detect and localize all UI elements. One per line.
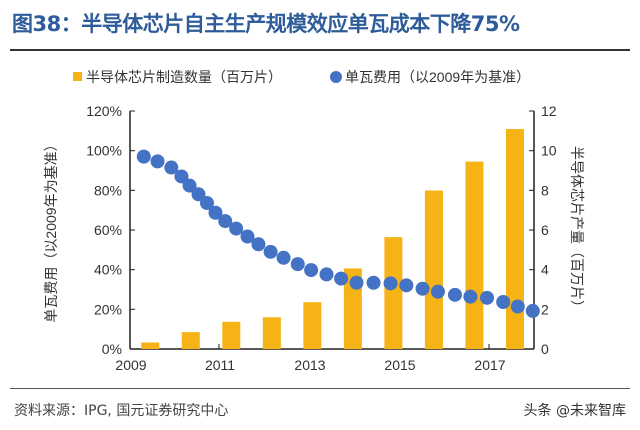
cost-point: [276, 250, 291, 265]
cost-point: [430, 284, 445, 299]
cost-point: [319, 267, 334, 282]
cost-point: [366, 275, 381, 290]
cost-point: [182, 178, 197, 193]
bar-2018: [505, 129, 524, 349]
cost-point: [199, 196, 214, 211]
legend-dot-label: 单瓦费用（以2009年为基准）: [345, 69, 530, 85]
x-tick-label: 2013: [294, 357, 325, 373]
bar-2009: [141, 342, 160, 349]
right-tick-label: 6: [541, 222, 549, 238]
cost-point: [164, 160, 179, 175]
left-tick-label: 60%: [94, 222, 122, 238]
cost-point: [304, 263, 319, 278]
right-tick-label: 10: [541, 143, 557, 159]
right-tick-label: 12: [541, 103, 557, 119]
cost-point: [136, 149, 151, 164]
cost-point: [479, 290, 494, 305]
cost-point: [349, 275, 364, 290]
cost-point: [150, 154, 165, 169]
watermark: 头条 @未来智库: [523, 403, 626, 419]
left-tick-label: 0%: [102, 341, 122, 357]
cost-point: [229, 221, 244, 236]
left-tick-label: 20%: [94, 301, 122, 317]
right-axis-title: 半导体芯片产量（百万片）: [569, 146, 585, 314]
legend-dot-swatch: [330, 71, 342, 83]
left-tick-label: 80%: [94, 182, 122, 198]
cost-point: [510, 299, 525, 314]
x-tick-label: 2015: [384, 357, 415, 373]
cost-point: [290, 257, 305, 272]
cost-point: [463, 289, 478, 304]
cost-point: [399, 278, 414, 293]
legend: 半导体芯片制造数量（百万片） 单瓦费用（以2009年为基准）: [73, 69, 530, 85]
bar-2013: [303, 302, 322, 349]
cost-point: [174, 169, 189, 184]
right-tick-label: 2: [541, 301, 549, 317]
x-tick-label: 2009: [115, 357, 146, 373]
source-note: 资料来源：IPG, 国元证券研究中心: [14, 403, 229, 419]
cost-point: [208, 205, 223, 220]
cost-point: [218, 214, 233, 229]
title-divider: [10, 49, 630, 51]
bar-2017: [465, 161, 484, 349]
legend-bar-label: 半导体芯片制造数量（百万片）: [86, 69, 282, 85]
cost-point: [263, 244, 278, 259]
x-tick-label: 2011: [205, 357, 235, 373]
bar-2015: [384, 237, 403, 349]
right-tick-label: 8: [541, 182, 549, 198]
right-tick-label: 0: [541, 341, 549, 357]
left-tick-label: 40%: [94, 262, 122, 278]
x-tick-label: 2017: [474, 357, 505, 373]
cost-point: [415, 281, 430, 296]
left-axis-title: 单瓦费用（以2009年为基准）: [43, 137, 59, 322]
cost-point: [251, 237, 266, 252]
cost-point: [496, 294, 511, 309]
chart: 半导体芯片制造数量（百万片） 单瓦费用（以2009年为基准） 单瓦费用（以200…: [43, 69, 585, 373]
legend-bar-swatch: [73, 72, 82, 81]
figure-title: 图38：半导体芯片自主生产规模效应单瓦成本下降75%: [12, 12, 520, 36]
bar-2010: [181, 332, 200, 349]
right-tick-label: 4: [541, 262, 549, 278]
cost-point: [447, 287, 462, 302]
left-tick-label: 100%: [86, 143, 122, 159]
left-tick-label: 120%: [86, 103, 122, 119]
cost-point: [383, 276, 398, 291]
bar-2011: [222, 321, 241, 349]
cost-point: [191, 187, 206, 202]
bar-2016: [424, 190, 443, 349]
cost-point: [240, 229, 255, 244]
bar-2012: [262, 317, 281, 349]
cost-point: [334, 271, 349, 286]
cost-point: [525, 303, 540, 318]
footer-divider: [10, 388, 630, 389]
